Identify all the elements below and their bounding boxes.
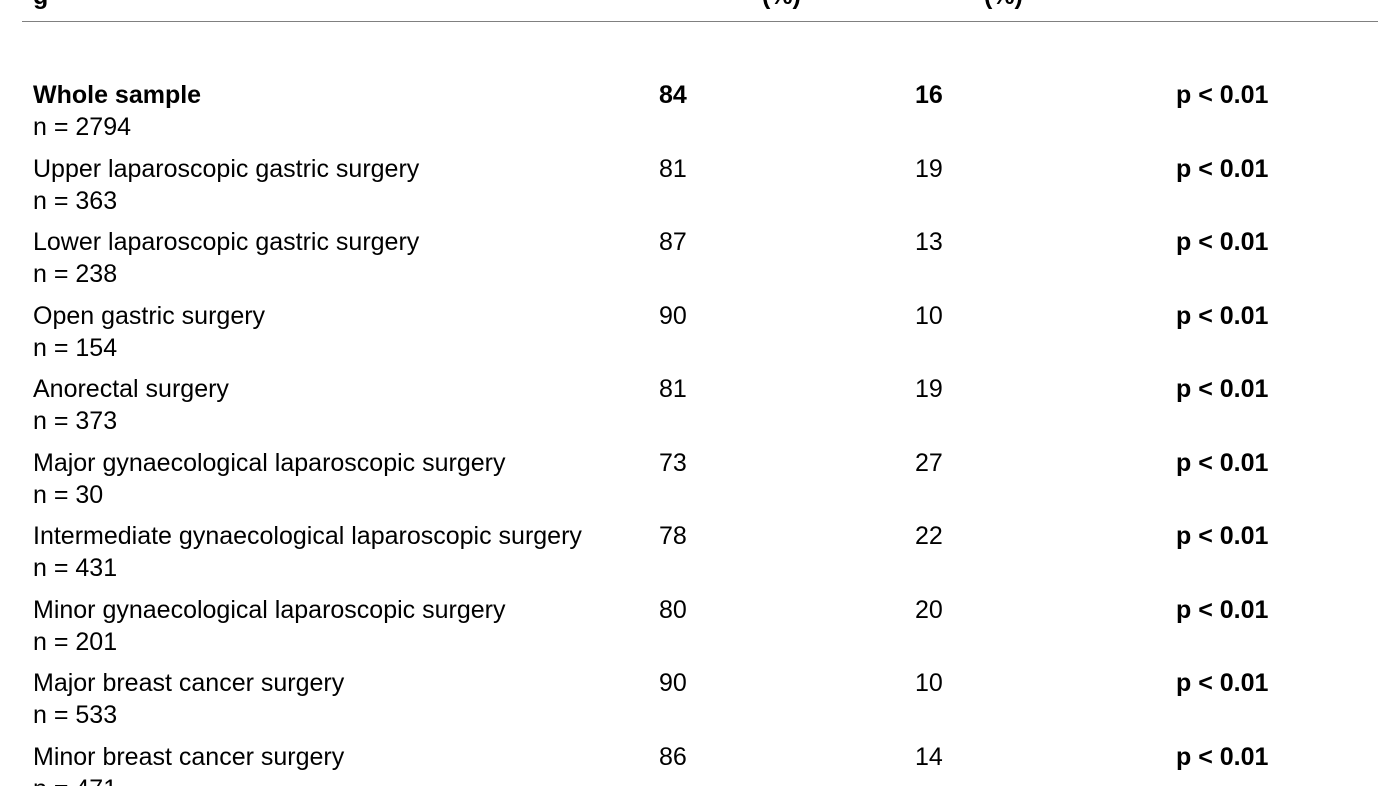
group-cell: Lower laparoscopic gastric surgery n = 23… xyxy=(33,226,419,290)
p-value-cell: p < 0.01 xyxy=(1176,375,1269,403)
group-label: Major gynaecological laparoscopic surger… xyxy=(33,448,506,477)
p-value-cell: p < 0.01 xyxy=(1176,742,1269,771)
sample-size: n = 238 xyxy=(33,260,118,288)
sample-size: n = 471 xyxy=(33,773,344,786)
table-header: g (%) (%) xyxy=(22,0,1378,22)
value-cell-b: 27 xyxy=(915,448,943,477)
value-cell-b: 10 xyxy=(915,301,943,330)
group-cell: Major gynaecological laparoscopic surger… xyxy=(33,447,505,511)
table-row: Major breast cancer surgery n = 533 90 10 p … xyxy=(0,662,1400,736)
group-cell: Whole sample n = 2794 xyxy=(33,79,201,143)
p-value-cell: p < 0.01 xyxy=(1176,669,1269,697)
sample-size: n = 154 xyxy=(33,333,118,362)
p-value-cell: p < 0.01 xyxy=(1176,154,1269,183)
group-label: Open gastric surgery xyxy=(33,301,266,330)
group-cell: Intermediate gynaecological laparoscopic… xyxy=(33,520,582,584)
table-row: Whole sample n = 2794 84 16 p < 0.01 xyxy=(0,74,1400,148)
p-value-cell: p < 0.01 xyxy=(1176,448,1269,477)
group-cell: Upper laparoscopic gastric surgery n = 36… xyxy=(33,153,419,217)
group-label: Major breast cancer surgery xyxy=(33,669,345,697)
p-value-cell: p < 0.01 xyxy=(1176,228,1269,256)
value-cell-b: 13 xyxy=(915,228,943,256)
value-cell-b: 22 xyxy=(915,522,943,550)
value-cell-a: 84 xyxy=(659,81,687,109)
header-cell-col-a: (%) xyxy=(762,0,801,11)
value-cell-b: 20 xyxy=(915,595,943,624)
sample-size: n = 30 xyxy=(33,480,104,509)
value-cell-b: 16 xyxy=(915,81,943,109)
value-cell-a: 87 xyxy=(659,228,687,256)
value-cell-a: 81 xyxy=(659,375,687,403)
table-row: Anorectal surgery n = 373 81 19 p < 0.01 xyxy=(0,368,1400,442)
value-cell-a: 78 xyxy=(659,522,687,550)
value-cell-b: 19 xyxy=(915,375,943,403)
header-cell-col-b: (%) xyxy=(984,0,1023,11)
group-label: Minor breast cancer surgery xyxy=(33,742,345,771)
header-cell-group: g xyxy=(33,0,48,11)
value-cell-a: 80 xyxy=(659,595,687,624)
table-row: Upper laparoscopic gastric surgery n = 36… xyxy=(0,148,1400,222)
value-cell-a: 90 xyxy=(659,301,687,330)
value-cell-a: 90 xyxy=(659,669,687,697)
value-cell-b: 19 xyxy=(915,154,943,183)
group-cell: Open gastric surgery n = 154 xyxy=(33,300,265,364)
sample-size: n = 431 xyxy=(33,554,118,582)
group-cell: Major breast cancer surgery n = 533 xyxy=(33,667,344,731)
table-row: Major gynaecological laparoscopic surger… xyxy=(0,442,1400,516)
group-cell: Minor breast cancer surgery n = 471 xyxy=(33,741,344,786)
value-cell-b: 14 xyxy=(915,742,943,771)
p-value-cell: p < 0.01 xyxy=(1176,522,1269,550)
value-cell-a: 73 xyxy=(659,448,687,477)
value-cell-a: 81 xyxy=(659,154,687,183)
table-row: Minor gynaecological laparoscopic surger… xyxy=(0,589,1400,663)
group-label: Lower laparoscopic gastric surgery xyxy=(33,228,420,256)
group-label: Minor gynaecological laparoscopic surger… xyxy=(33,595,506,624)
sample-size: n = 2794 xyxy=(33,113,132,141)
group-label: Anorectal surgery xyxy=(33,375,229,403)
table-row: Lower laparoscopic gastric surgery n = 23… xyxy=(0,221,1400,295)
group-label: Whole sample xyxy=(33,81,202,109)
sample-size: n = 201 xyxy=(33,627,118,656)
group-cell: Minor gynaecological laparoscopic surger… xyxy=(33,594,505,658)
value-cell-b: 10 xyxy=(915,669,943,697)
group-label: Intermediate gynaecological laparoscopic… xyxy=(33,522,582,550)
sample-size: n = 363 xyxy=(33,186,118,215)
table-row: Minor breast cancer surgery n = 471 86 14 p … xyxy=(0,736,1400,786)
p-value-cell: p < 0.01 xyxy=(1176,301,1269,330)
value-cell-a: 86 xyxy=(659,742,687,771)
group-cell: Anorectal surgery n = 373 xyxy=(33,373,229,437)
p-value-cell: p < 0.01 xyxy=(1176,81,1269,109)
group-label: Upper laparoscopic gastric surgery xyxy=(33,154,420,183)
table-body: Whole sample n = 2794 84 16 p < 0.01 Upper la… xyxy=(0,74,1400,786)
table-row: Open gastric surgery n = 154 90 10 p < 0.01 xyxy=(0,295,1400,369)
sample-size: n = 373 xyxy=(33,407,118,435)
p-value-cell: p < 0.01 xyxy=(1176,595,1269,624)
table-row: Intermediate gynaecological laparoscopic… xyxy=(0,515,1400,589)
sample-size: n = 533 xyxy=(33,701,118,729)
